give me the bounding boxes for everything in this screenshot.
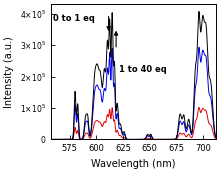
X-axis label: Wavelength (nm): Wavelength (nm) <box>91 159 175 169</box>
Y-axis label: Intensity (a.u.): Intensity (a.u.) <box>4 36 14 108</box>
Text: 1 to 40 eq: 1 to 40 eq <box>119 65 167 74</box>
Text: 0 to 1 eq: 0 to 1 eq <box>53 15 95 24</box>
